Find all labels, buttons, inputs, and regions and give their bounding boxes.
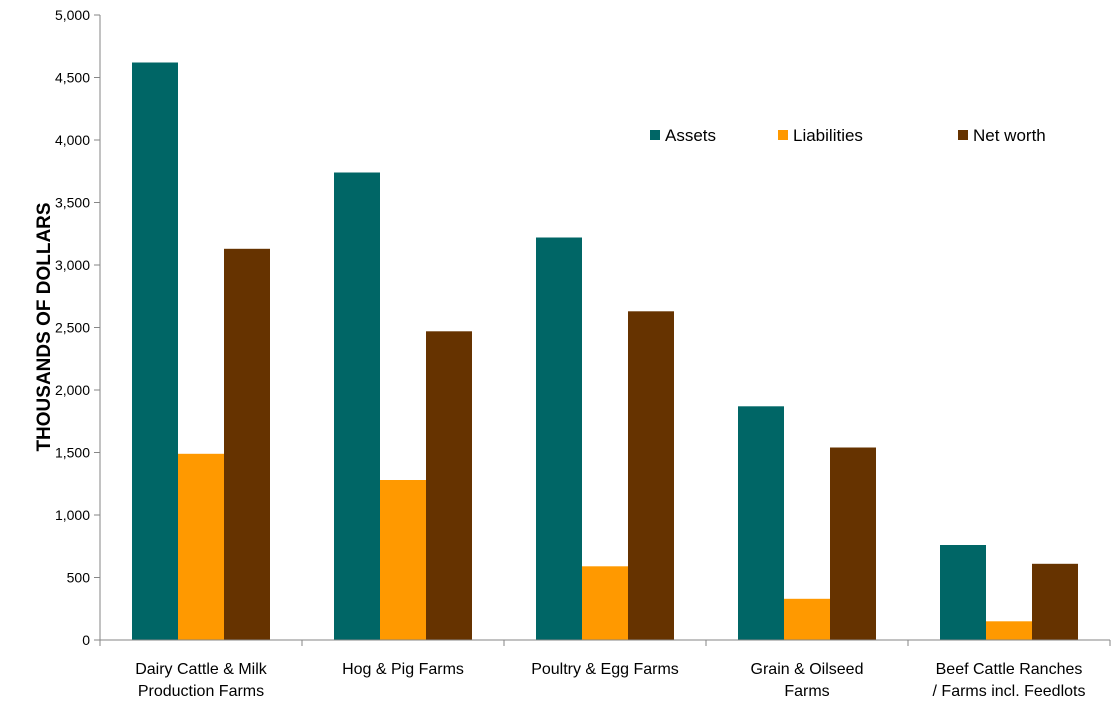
- legend-label-net-worth: Net worth: [973, 126, 1046, 145]
- bar-net-worth-1: [426, 331, 472, 641]
- y-tick-label-1: 500: [67, 570, 91, 586]
- bar-liabilities-0: [178, 453, 224, 641]
- y-tick-label-8: 4,000: [55, 132, 90, 148]
- bar-assets-4: [940, 545, 986, 640]
- axes-group: [94, 14, 1111, 646]
- legend-label-assets: Assets: [665, 126, 716, 145]
- legend-swatch-net-worth: [958, 130, 968, 140]
- y-tick-label-7: 3,500: [55, 195, 90, 211]
- x-category-labels: Dairy Cattle & Milk Production Farms Hog &…: [135, 661, 1085, 700]
- legend-label-liabilities: Liabilities: [793, 126, 863, 145]
- legend: Assets Liabilities Net worth: [650, 126, 1046, 145]
- bar-assets-2: [536, 237, 582, 640]
- y-tick-label-4: 2,000: [55, 382, 90, 398]
- y-tick-label-0: 0: [82, 632, 90, 648]
- bar-liabilities-4: [986, 621, 1032, 641]
- legend-swatch-liabilities: [778, 130, 788, 140]
- y-axis-label: THOUSANDS OF DOLLARS: [34, 202, 55, 451]
- bar-assets-3: [738, 406, 784, 641]
- y-tick-label-6: 3,000: [55, 257, 90, 273]
- bar-liabilities-1: [380, 480, 426, 640]
- y-tick-label-2: 1,000: [55, 507, 90, 523]
- category-label-1: Hog & Pig Farms: [342, 661, 464, 678]
- bar-net-worth-4: [1032, 563, 1078, 641]
- category-label-4: Beef Cattle Ranches / Farms incl. Feedlot…: [933, 661, 1086, 700]
- y-tick-label-3: 1,500: [55, 445, 90, 461]
- bar-assets-0: [132, 62, 178, 640]
- bar-net-worth-3: [830, 447, 876, 640]
- bar-net-worth-2: [628, 311, 674, 641]
- category-label-3: Grain & Oilseed Farms: [751, 661, 864, 700]
- y-tick-label-5: 2,500: [55, 320, 90, 336]
- y-tick-labels: 0 500 1,000 1,500 2,000 2,500 3,000 3,500 4,000 4…: [55, 7, 90, 648]
- category-label-2: Poultry & Egg Farms: [531, 661, 679, 678]
- legend-swatch-assets: [650, 130, 660, 140]
- category-label-0: Dairy Cattle & Milk Production Farms: [135, 661, 268, 700]
- bar-liabilities-2: [582, 566, 628, 641]
- bar-liabilities-3: [784, 598, 830, 641]
- y-tick-label-10: 5,000: [55, 7, 90, 23]
- y-tick-label-9: 4,500: [55, 70, 90, 86]
- bars-group: [132, 62, 1078, 641]
- bar-net-worth-0: [224, 248, 270, 641]
- bar-assets-1: [334, 172, 380, 640]
